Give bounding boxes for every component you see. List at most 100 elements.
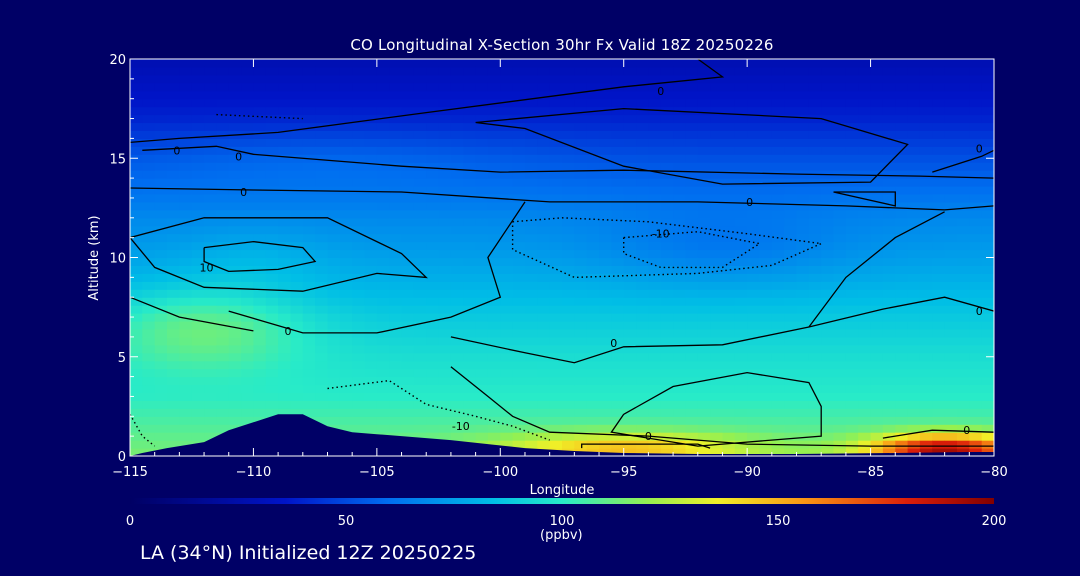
field-cell <box>784 257 798 266</box>
field-cell <box>228 360 242 370</box>
field-cell <box>969 313 983 322</box>
field-cell <box>327 368 341 378</box>
field-cell <box>882 329 896 338</box>
field-cell <box>438 98 452 108</box>
field-cell <box>969 178 983 187</box>
field-cell <box>450 114 464 124</box>
field-cell <box>907 209 921 219</box>
field-cell <box>833 130 847 139</box>
field-cell <box>142 352 156 362</box>
field-cell <box>648 368 662 378</box>
field-cell <box>969 281 983 290</box>
field-cell <box>500 313 514 322</box>
field-cell <box>401 416 415 425</box>
field-cell <box>167 114 180 124</box>
field-cell <box>228 416 242 425</box>
field-cell <box>747 74 760 84</box>
field-cell <box>167 154 180 163</box>
field-cell <box>574 368 588 378</box>
field-cell <box>463 170 477 179</box>
field-cell <box>574 249 588 259</box>
field-cell <box>648 313 662 322</box>
field-cell <box>463 265 477 274</box>
field-cell <box>870 241 884 251</box>
field-cell <box>919 416 933 425</box>
field-cell <box>512 408 526 417</box>
field-cell <box>648 241 662 251</box>
field-cell <box>265 130 279 139</box>
field-cell <box>512 194 526 203</box>
field-cell <box>673 122 686 131</box>
field-cell <box>327 392 341 401</box>
field-cell <box>771 352 785 362</box>
field-cell <box>438 257 452 266</box>
field-cell <box>302 106 316 116</box>
field-cell <box>882 201 896 211</box>
field-cell <box>660 344 674 354</box>
field-cell <box>734 170 748 179</box>
field-cell <box>302 352 316 362</box>
field-cell <box>623 344 637 354</box>
field-cell <box>562 82 575 92</box>
field-cell <box>142 122 156 131</box>
field-cell <box>549 98 563 108</box>
field-cell <box>882 360 896 370</box>
field-cell <box>253 289 267 298</box>
field-cell <box>574 305 588 314</box>
field-cell <box>722 138 736 147</box>
field-cell <box>969 257 983 266</box>
field-cell <box>870 249 884 259</box>
field-cell <box>130 201 143 211</box>
field-cell <box>265 392 279 401</box>
field-cell <box>710 186 723 195</box>
field-cell <box>191 424 205 433</box>
field-cell <box>759 448 773 456</box>
field-cell <box>413 241 427 251</box>
field-cell <box>179 162 193 171</box>
field-cell <box>228 281 242 290</box>
field-cell <box>401 130 415 139</box>
field-cell <box>611 209 625 219</box>
field-cell <box>438 297 452 306</box>
field-cell <box>981 408 994 417</box>
field-cell <box>944 59 958 68</box>
field-cell <box>167 376 180 386</box>
field-cell <box>660 249 674 259</box>
field-cell <box>710 146 723 155</box>
field-cell <box>401 305 415 314</box>
field-cell <box>265 273 279 282</box>
field-cell <box>648 74 662 84</box>
field-cell <box>512 201 526 211</box>
field-cell <box>648 194 662 203</box>
field-cell <box>438 289 452 298</box>
field-cell <box>574 289 588 298</box>
field-cell <box>660 201 674 211</box>
field-cell <box>463 90 477 100</box>
field-cell <box>895 297 909 306</box>
field-cell <box>722 217 736 227</box>
field-cell <box>352 194 366 203</box>
field-cell <box>364 305 378 314</box>
field-cell <box>302 313 316 322</box>
field-cell <box>154 138 168 147</box>
field-cell <box>525 329 538 338</box>
field-cell <box>845 424 859 433</box>
field-cell <box>167 130 180 139</box>
field-cell <box>919 114 933 124</box>
field-cell <box>228 138 242 147</box>
field-cell <box>747 122 760 131</box>
field-cell <box>241 273 254 282</box>
field-cell <box>512 368 526 378</box>
field-cell <box>216 400 230 409</box>
field-cell <box>673 448 686 456</box>
y-tick-label: 10 <box>109 252 126 267</box>
field-cell <box>673 98 686 108</box>
field-cell <box>549 146 563 155</box>
field-cell <box>426 74 440 84</box>
field-cell <box>216 329 230 338</box>
field-cell <box>784 122 798 131</box>
field-cell <box>487 408 501 417</box>
field-cell <box>957 273 970 282</box>
field-cell <box>537 138 551 147</box>
field-cell <box>833 106 847 116</box>
